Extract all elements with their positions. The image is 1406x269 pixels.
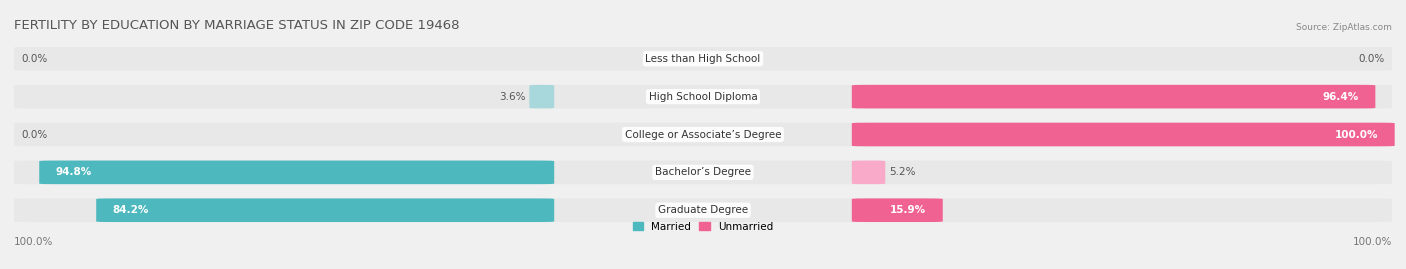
FancyBboxPatch shape (14, 161, 1392, 184)
FancyBboxPatch shape (529, 85, 554, 108)
Text: 100.0%: 100.0% (1353, 237, 1392, 247)
Text: FERTILITY BY EDUCATION BY MARRIAGE STATUS IN ZIP CODE 19468: FERTILITY BY EDUCATION BY MARRIAGE STATU… (14, 19, 460, 32)
Text: 84.2%: 84.2% (112, 205, 149, 215)
FancyBboxPatch shape (14, 85, 1392, 108)
Text: 5.2%: 5.2% (890, 167, 915, 177)
Text: Less than High School: Less than High School (645, 54, 761, 64)
FancyBboxPatch shape (14, 47, 1392, 70)
FancyBboxPatch shape (852, 85, 1375, 108)
Text: 15.9%: 15.9% (890, 205, 927, 215)
FancyBboxPatch shape (14, 199, 1392, 222)
FancyBboxPatch shape (39, 161, 554, 184)
FancyBboxPatch shape (14, 123, 1392, 146)
Text: Source: ZipAtlas.com: Source: ZipAtlas.com (1296, 23, 1392, 32)
Text: 0.0%: 0.0% (1358, 54, 1385, 64)
FancyBboxPatch shape (852, 123, 1395, 146)
Text: 0.0%: 0.0% (21, 54, 48, 64)
Text: 0.0%: 0.0% (21, 129, 48, 140)
Text: Bachelor’s Degree: Bachelor’s Degree (655, 167, 751, 177)
FancyBboxPatch shape (96, 199, 554, 222)
Text: High School Diploma: High School Diploma (648, 92, 758, 102)
Text: 96.4%: 96.4% (1323, 92, 1358, 102)
Text: 94.8%: 94.8% (56, 167, 91, 177)
Text: 100.0%: 100.0% (1334, 129, 1378, 140)
FancyBboxPatch shape (852, 161, 886, 184)
Text: Graduate Degree: Graduate Degree (658, 205, 748, 215)
Text: 3.6%: 3.6% (499, 92, 526, 102)
Text: College or Associate’s Degree: College or Associate’s Degree (624, 129, 782, 140)
Text: 100.0%: 100.0% (14, 237, 53, 247)
Legend: Married, Unmarried: Married, Unmarried (633, 221, 773, 232)
FancyBboxPatch shape (852, 199, 943, 222)
